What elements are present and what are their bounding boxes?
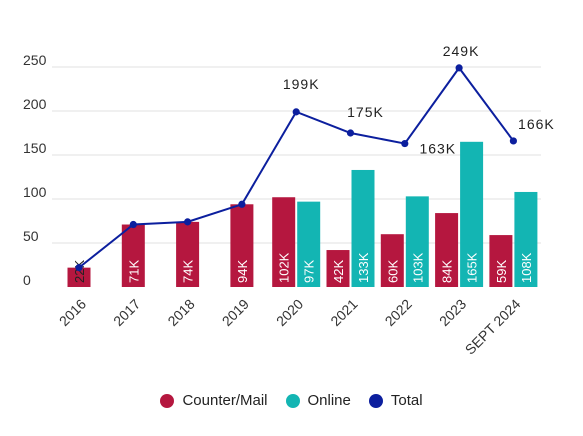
bar-label-counter-mail: 60K — [385, 260, 400, 283]
x-tick-label: 2018 — [164, 296, 197, 329]
data-label-total: 249K — [443, 43, 480, 59]
legend-item-online[interactable]: Online — [285, 392, 351, 409]
x-tick-label: 2020 — [273, 296, 306, 329]
legend-label-online: Online — [307, 392, 351, 409]
bar-online — [297, 201, 321, 287]
x-tick-label: 2022 — [382, 296, 415, 329]
bar-label-online: 133K — [356, 252, 371, 283]
legend-swatch-total — [368, 393, 383, 408]
y-tick-label: 150 — [23, 140, 47, 156]
y-tick-label: 200 — [23, 96, 47, 112]
data-label-total: 166K — [518, 116, 555, 132]
bar-counter-mail — [230, 204, 254, 287]
point-total — [129, 220, 137, 229]
bar-online — [351, 169, 375, 287]
bar-counter-mail — [435, 213, 459, 287]
legend-label-total: Total — [390, 392, 423, 409]
x-tick-label: 2021 — [327, 296, 360, 329]
bar-label-counter-mail: 42K — [331, 260, 346, 283]
point-total — [238, 200, 246, 208]
bar-label-counter-mail: 74K — [181, 260, 196, 283]
y-tick-label: 0 — [23, 272, 31, 288]
bar-label-counter-mail: 102K — [277, 252, 292, 283]
bar-label-counter-mail: 94K — [235, 260, 250, 283]
bar-counter-mail — [489, 235, 513, 287]
x-tick-label: 2023 — [436, 296, 469, 329]
bar-counter-mail — [67, 267, 91, 287]
bar-label-online: 165K — [465, 252, 480, 283]
y-tick-label: 250 — [23, 52, 47, 68]
x-tick-label: 2017 — [110, 296, 143, 329]
legend-item-total[interactable]: Total — [368, 392, 423, 409]
bar-online — [460, 141, 484, 287]
point-total — [401, 139, 409, 148]
bar-counter-mail — [272, 197, 296, 287]
point-total — [346, 129, 355, 137]
y-tick-label: 100 — [23, 184, 47, 200]
bar-label-online: 97K — [302, 260, 317, 283]
chart-legend: Counter/Mail Online Total — [0, 392, 583, 409]
legend-label-counter-mail: Counter/Mail — [182, 392, 268, 409]
y-tick-label: 50 — [23, 228, 39, 244]
bar-label-counter-mail: 84K — [440, 260, 455, 283]
legend-swatch-counter-mail — [160, 393, 175, 408]
bar-label-counter-mail: 59K — [494, 260, 509, 283]
bar-counter-mail — [326, 250, 350, 287]
bar-online — [405, 196, 429, 287]
bar-online — [514, 191, 538, 287]
legend-item-counter-mail[interactable]: Counter/Mail — [160, 392, 268, 409]
point-total — [509, 137, 517, 145]
legend-swatch-online — [285, 393, 300, 408]
point-total — [455, 64, 463, 72]
point-total — [75, 264, 83, 272]
data-label-total: 175K — [347, 104, 384, 120]
x-tick-label: 2016 — [56, 296, 89, 329]
bar-label-online: 108K — [519, 252, 534, 283]
bar-counter-mail — [380, 234, 404, 287]
bar-counter-mail — [121, 224, 145, 287]
bar-counter-mail — [176, 221, 200, 287]
x-tick-label: SEPT 2024 — [462, 296, 524, 358]
x-tick-label: 2019 — [219, 296, 252, 329]
point-total — [184, 218, 192, 226]
point-total — [292, 108, 300, 116]
bar-label-counter-mail: 71K — [126, 260, 141, 283]
data-label-total: 163K — [419, 141, 456, 157]
bar-label-online: 103K — [410, 252, 425, 283]
data-label-total: 199K — [283, 76, 320, 92]
